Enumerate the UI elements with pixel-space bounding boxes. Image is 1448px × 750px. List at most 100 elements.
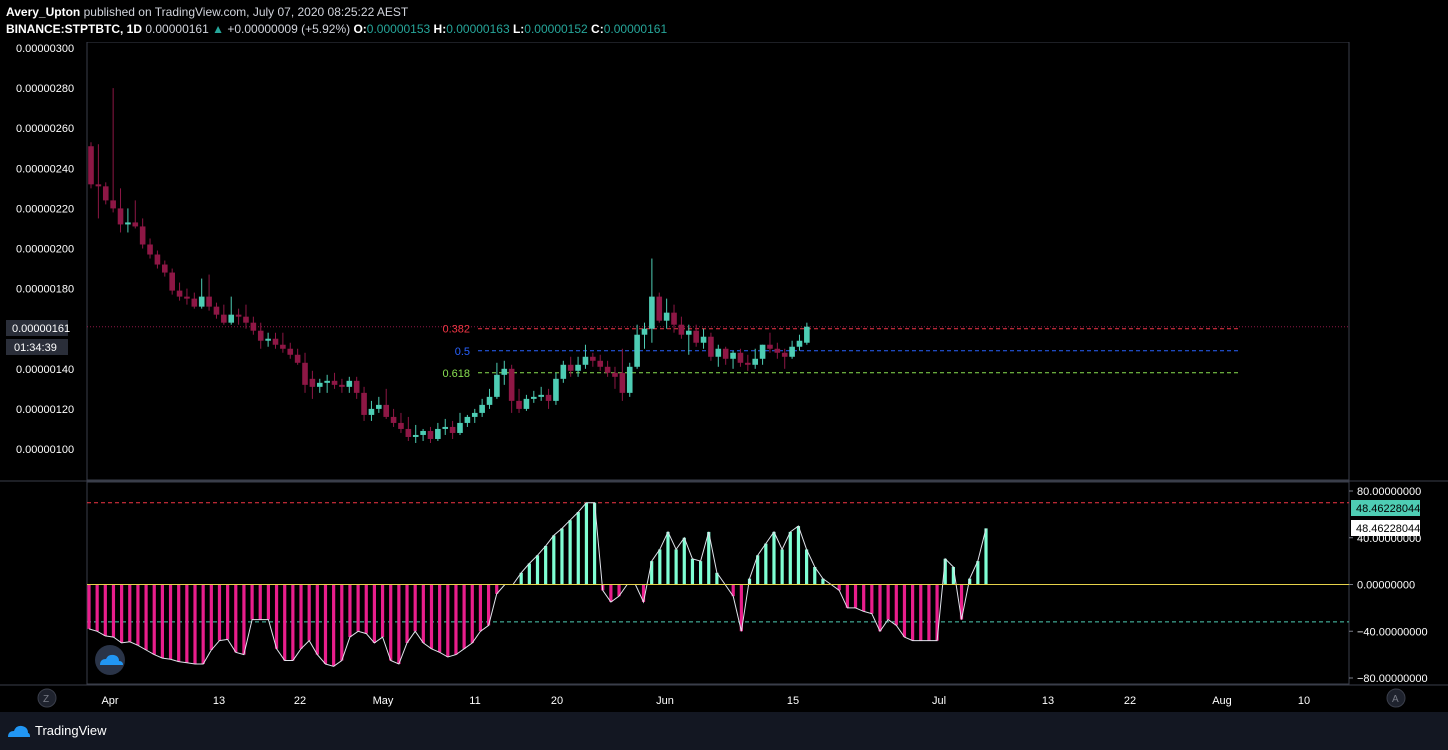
- candle-95: [789, 340, 795, 359]
- oscillator-axis[interactable]: 80.0000000040.000000000.00000000−40.0000…: [1349, 486, 1428, 685]
- symbol-label[interactable]: BINANCE:STPTBTC, 1D: [6, 22, 143, 36]
- candle-78: [663, 298, 670, 329]
- osc-bar-58: [560, 528, 564, 585]
- osc-bar-8: [152, 584, 156, 655]
- candle-56: [501, 360, 508, 385]
- osc-bar-96: [870, 584, 874, 614]
- osc-bar-41: [421, 584, 425, 643]
- osc-bar-46: [462, 584, 466, 649]
- candle-48: [442, 418, 449, 435]
- candle-79: [671, 304, 677, 333]
- price-tick-4: 0.00000220: [16, 203, 74, 215]
- osc-value-label-2: 48.46228044: [1356, 523, 1420, 535]
- osc-bar-99: [894, 584, 898, 626]
- candle-28: [294, 348, 301, 365]
- candle-32: [324, 374, 330, 393]
- price-tick-6: 0.00000180: [16, 284, 74, 296]
- osc-bar-62: [592, 502, 597, 585]
- candle-body-79: [671, 312, 677, 325]
- candle-body-36: [353, 380, 360, 393]
- candle-12: [176, 282, 183, 301]
- candle-body-59: [523, 398, 530, 409]
- candle-body-83: [700, 336, 707, 343]
- price-change: +0.00000009 (+5.92%): [227, 22, 351, 36]
- candle-34: [339, 378, 345, 393]
- price-tick-5: 0.00000200: [16, 244, 74, 256]
- candle-61: [538, 386, 544, 401]
- price-pane[interactable]: [86, 41, 1350, 481]
- countdown-badge: [6, 339, 68, 355]
- candle-44: [412, 424, 419, 443]
- oscillator-series[interactable]: [87, 502, 1349, 667]
- osc-bar-89: [813, 566, 817, 585]
- author-name[interactable]: Avery_Upton: [6, 5, 81, 19]
- time-axis[interactable]: Apr 13 22 May 11 20 Jun 15 Jul 13 22 Aug 10: [101, 695, 1310, 707]
- tradingview-brand[interactable]: TradingView: [6, 723, 107, 738]
- osc-bar-11: [177, 584, 181, 662]
- candle-0: [88, 142, 94, 189]
- candle-71: [612, 366, 618, 389]
- current-price-badge: [6, 320, 68, 336]
- candle-80: [678, 316, 685, 339]
- candlestick-series[interactable]: [88, 88, 810, 443]
- candle-68: [590, 352, 596, 367]
- osc-bar-76: [707, 531, 711, 585]
- candle-70: [604, 360, 611, 377]
- candle-59: [523, 394, 530, 411]
- footer-bar: TradingView: [0, 712, 1448, 750]
- price-axis[interactable]: 0.00000300 0.00000280 0.00000260 0.00000240…: [16, 43, 1349, 456]
- osc-bar-28: [315, 584, 319, 655]
- tradingview-cloud-icon: [8, 725, 30, 737]
- osc-bar-32: [348, 584, 352, 638]
- candle-87: [730, 350, 736, 369]
- candle-body-84: [708, 336, 714, 357]
- candle-body-41: [390, 416, 397, 423]
- candle-35: [346, 376, 353, 393]
- candle-body-32: [324, 380, 330, 383]
- osc-bar-33: [356, 584, 360, 632]
- candle-62: [545, 388, 552, 409]
- up-arrow-icon: ▲: [212, 22, 224, 36]
- osc-bar-54: [527, 563, 531, 585]
- candle-body-58: [516, 400, 522, 409]
- candle-body-9: [154, 254, 161, 265]
- candle-36: [353, 376, 360, 399]
- price-tick-8: 0.00000120: [16, 404, 74, 416]
- candle-body-62: [545, 394, 552, 401]
- osc-bar-82: [756, 555, 760, 585]
- candle-93: [774, 342, 781, 359]
- osc-bar-2: [103, 584, 107, 636]
- osc-bar-109: [976, 561, 980, 585]
- osc-bar-55: [535, 555, 540, 585]
- candle-72: [619, 348, 626, 401]
- osc-bar-95: [862, 584, 866, 612]
- candle-97: [804, 322, 810, 345]
- fibonacci-retracement[interactable]: 0.382 0.5 0.618: [442, 324, 1238, 380]
- osc-bar-85: [780, 549, 784, 585]
- candle-76: [649, 258, 655, 343]
- candle-body-6: [132, 222, 139, 227]
- candle-body-37: [361, 392, 367, 415]
- low-label: L:: [512, 22, 525, 36]
- auto-scale-button[interactable]: [1386, 688, 1406, 708]
- zoom-toggle-button[interactable]: [37, 688, 57, 708]
- candle-8: [147, 238, 153, 259]
- osc-bar-65: [617, 584, 621, 597]
- osc-bar-34: [364, 584, 368, 634]
- candle-77: [656, 292, 663, 323]
- osc-bar-107: [959, 584, 964, 620]
- candle-body-88: [737, 352, 744, 363]
- candle-27: [287, 342, 294, 359]
- candle-4: [117, 188, 124, 233]
- osc-bar-74: [690, 558, 695, 585]
- time-tick-2: 22: [294, 695, 306, 707]
- candle-75: [641, 322, 648, 349]
- osc-bar-93: [845, 584, 849, 608]
- osc-bar-69: [650, 561, 654, 585]
- candle-58: [516, 388, 522, 413]
- osc-bar-25: [291, 584, 295, 661]
- time-tick-10: 22: [1124, 695, 1136, 707]
- candle-body-26: [280, 344, 286, 349]
- candle-18: [221, 304, 227, 325]
